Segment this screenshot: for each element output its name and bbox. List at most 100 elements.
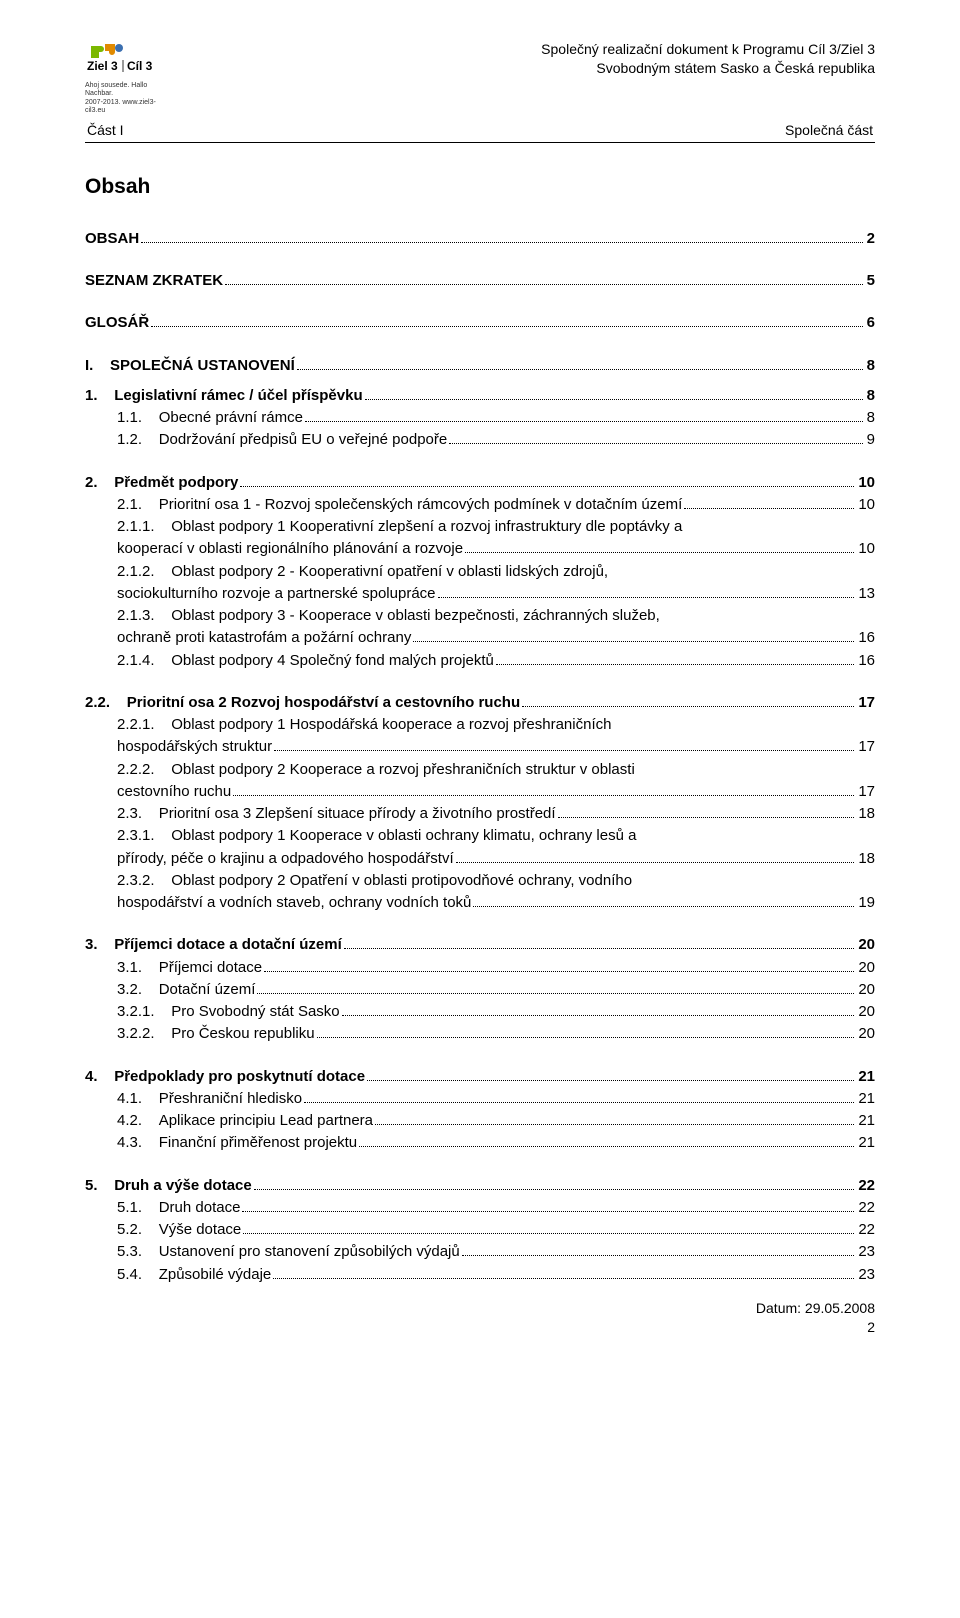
- toc-page: 22: [856, 1220, 875, 1240]
- toc-gap: [85, 1047, 875, 1065]
- toc-num: 1.1.: [117, 408, 142, 428]
- toc-page: 20: [856, 958, 875, 978]
- toc-row: I. SPOLEČNÁ USTANOVENÍ 8: [85, 356, 875, 376]
- toc-title: SPOLEČNÁ USTANOVENÍ: [110, 356, 295, 376]
- toc-leader: [141, 242, 862, 243]
- toc-row: 2.3.1. Oblast podpory 1 Kooperace v obla…: [85, 826, 875, 846]
- toc-row: sociokulturního rozvoje a partnerské spo…: [85, 584, 875, 604]
- toc-page: 18: [856, 804, 875, 824]
- toc-num: 1.2.: [117, 430, 142, 450]
- toc-leader: [367, 1080, 854, 1081]
- toc-title: Finanční přiměřenost projektu: [159, 1133, 357, 1153]
- svg-text:Cíl 3: Cíl 3: [127, 59, 153, 73]
- toc-row: 3.2.1. Pro Svobodný stát Sasko20: [85, 1002, 875, 1022]
- toc-row: 5. Druh a výše dotace22: [85, 1176, 875, 1196]
- toc-num: 3.2.: [117, 980, 142, 1000]
- toc-title: Oblast podpory 4 Společný fond malých pr…: [171, 651, 494, 671]
- toc-row: 2.2. Prioritní osa 2 Rozvoj hospodářství…: [85, 693, 875, 713]
- toc-row: 3.2. Dotační území20: [85, 980, 875, 1000]
- toc-num: I.: [85, 356, 93, 376]
- toc-num: 2.2.: [85, 693, 110, 713]
- toc-row: přírody, péče o krajinu a odpadového hos…: [85, 849, 875, 869]
- toc-num: 5.1.: [117, 1198, 142, 1218]
- toc-page: 20: [856, 980, 875, 1000]
- toc-gap: [85, 378, 875, 384]
- toc-page: 6: [865, 313, 875, 333]
- toc-title: Prioritní osa 1 - Rozvoj společenských r…: [159, 495, 683, 515]
- toc-title: Oblast podpory 2 Kooperace a rozvoj přes…: [171, 760, 635, 780]
- toc-row: 3.2.2. Pro Českou republiku20: [85, 1024, 875, 1044]
- toc-title: ochraně proti katastrofám a požární ochr…: [117, 628, 411, 648]
- logo: Ziel 3 Cíl 3 Ahoj sousede. Hallo Nachbar…: [85, 40, 175, 115]
- toc-num: 3.2.1.: [117, 1002, 155, 1022]
- footer-date: Datum: 29.05.2008: [85, 1299, 875, 1318]
- toc-leader: [151, 326, 862, 327]
- toc-title: Obecné právní rámce: [159, 408, 303, 428]
- toc-row: 2.3. Prioritní osa 3 Zlepšení situace př…: [85, 804, 875, 824]
- toc-num: SEZNAM ZKRATEK: [85, 271, 223, 291]
- logo-text-cil: Cíl 3: [127, 59, 153, 73]
- toc-num: 3.: [85, 935, 98, 955]
- toc-leader: [243, 1233, 854, 1234]
- toc-leader: [304, 1102, 854, 1103]
- toc-title: Oblast podpory 2 Opatření v oblasti prot…: [171, 871, 632, 891]
- toc-gap: [85, 336, 875, 354]
- toc-page: 10: [856, 473, 875, 493]
- toc-row: 4.2. Aplikace principiu Lead partnera21: [85, 1111, 875, 1131]
- toc-leader: [438, 597, 855, 598]
- header: Ziel 3 Cíl 3 Ahoj sousede. Hallo Nachbar…: [85, 40, 875, 115]
- header-line1: Společný realizační dokument k Programu …: [175, 40, 875, 59]
- logo-svg: Ziel 3 Cíl 3: [85, 40, 175, 80]
- toc-num: 5.4.: [117, 1265, 142, 1285]
- toc-page: 8: [865, 408, 875, 428]
- toc-row: 1. Legislativní rámec / účel příspěvku8: [85, 386, 875, 406]
- toc-page: 13: [856, 584, 875, 604]
- toc-row: 2.3.2. Oblast podpory 2 Opatření v oblas…: [85, 871, 875, 891]
- toc-num: 4.3.: [117, 1133, 142, 1153]
- toc-page: 20: [856, 935, 875, 955]
- toc-row: 5.3. Ustanovení pro stanovení způsobilýc…: [85, 1242, 875, 1262]
- toc-page: 16: [856, 628, 875, 648]
- toc-gap: [85, 251, 875, 269]
- toc-leader: [558, 817, 855, 818]
- toc-gap: [85, 915, 875, 933]
- toc-page: 8: [865, 356, 875, 376]
- logo-subtext-1: Ahoj sousede. Hallo Nachbar.: [85, 82, 175, 97]
- header-left: Část I: [87, 121, 124, 140]
- header-line2: Svobodným státem Sasko a Česká republika: [175, 59, 875, 78]
- footer: Datum: 29.05.2008 2: [85, 1299, 875, 1337]
- toc-leader: [375, 1124, 854, 1125]
- toc-num: 2.3.: [117, 804, 142, 824]
- toc-title: Oblast podpory 2 - Kooperativní opatření…: [171, 562, 608, 582]
- toc-row: 1.1. Obecné právní rámce 8: [85, 408, 875, 428]
- toc-page: 17: [856, 737, 875, 757]
- toc-page: 17: [856, 693, 875, 713]
- toc-title: Výše dotace: [159, 1220, 242, 1240]
- toc-row: 5.4. Způsobilé výdaje23: [85, 1265, 875, 1285]
- toc-row: 2.1.3. Oblast podpory 3 - Kooperace v ob…: [85, 606, 875, 626]
- toc-num: 2.1.4.: [117, 651, 155, 671]
- toc-gap: [85, 673, 875, 691]
- toc-row: OBSAH2: [85, 229, 875, 249]
- toc-num: 4.1.: [117, 1089, 142, 1109]
- toc-leader: [359, 1146, 854, 1147]
- toc-num: 2.2.1.: [117, 715, 155, 735]
- toc-title: hospodářství a vodních staveb, ochrany v…: [117, 893, 471, 913]
- toc-num: GLOSÁŘ: [85, 313, 149, 333]
- toc-num: 2.1.1.: [117, 517, 155, 537]
- toc-title: Pro Českou republiku: [171, 1024, 314, 1044]
- toc-row: 5.1. Druh dotace22: [85, 1198, 875, 1218]
- toc-leader: [233, 795, 854, 796]
- toc-gap: [85, 1156, 875, 1174]
- toc-num: 2.1.2.: [117, 562, 155, 582]
- toc-page: 10: [856, 495, 875, 515]
- toc-page: 23: [856, 1242, 875, 1262]
- toc-title: Oblast podpory 1 Kooperativní zlepšení a…: [171, 517, 682, 537]
- table-of-contents: OBSAH2SEZNAM ZKRATEK5GLOSÁŘ6I. SPOLEČNÁ …: [85, 229, 875, 1285]
- toc-row: 2.2.2. Oblast podpory 2 Kooperace a rozv…: [85, 760, 875, 780]
- toc-leader: [684, 508, 854, 509]
- header-bar: Část I Společná část: [85, 121, 875, 140]
- toc-page: 10: [856, 539, 875, 559]
- toc-page: 20: [856, 1002, 875, 1022]
- toc-leader: [522, 706, 854, 707]
